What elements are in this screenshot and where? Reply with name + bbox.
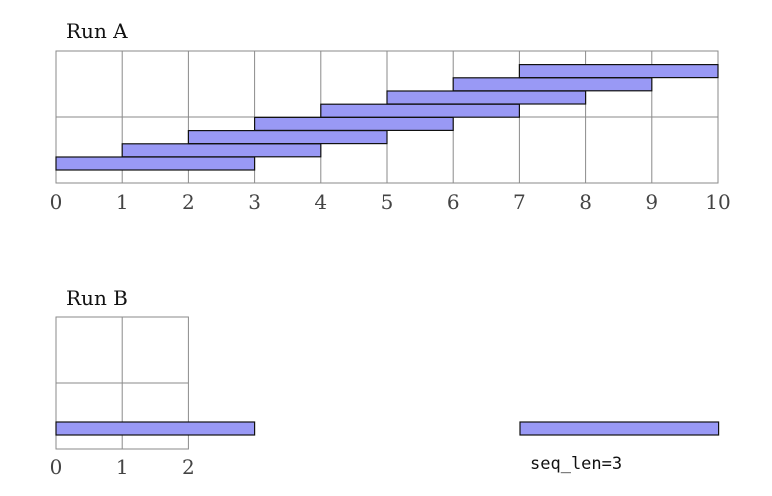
run-a-tick-label: 4 [314,190,327,214]
legend-bar [519,421,720,436]
run-a-segment-5 [386,90,587,105]
run-a-segment-6 [452,77,653,92]
run-a-tick-label: 5 [381,190,394,214]
legend: seq_len=3 [519,421,720,474]
run-a-tick-label: 0 [50,190,63,214]
run-b-tick-labels: 0 1 2 [50,455,195,479]
run-a-segment-7 [518,63,719,79]
run-b-tick-label: 0 [50,455,63,479]
run-a-tick-label: 6 [447,190,460,214]
run-a-title: Run A [66,19,128,43]
run-a-tick-label: 1 [116,190,129,214]
run-a-tick-label: 2 [182,190,195,214]
run-a-tick-labels: 0 1 2 3 4 5 6 7 8 9 10 [50,190,731,214]
run-a-segment-4 [320,103,520,118]
run-a-tick-label: 8 [579,190,592,214]
run-b-panel: Run B 0 1 2 [50,286,256,479]
run-a-panel: Run A 0 1 2 3 4 5 6 7 8 9 10 [50,19,731,214]
run-b-title: Run B [66,286,128,310]
legend-note: seq_len=3 [530,454,622,474]
run-a-tick-label: 10 [705,190,730,214]
run-b-tick-label: 2 [182,455,195,479]
run-a-tick-label: 3 [248,190,261,214]
run-a-bars [55,63,719,171]
run-b-bars [55,421,256,436]
run-a-tick-label: 7 [513,190,526,214]
run-a-tick-label: 9 [645,190,658,214]
run-a-segment-1 [121,143,322,158]
run-a-segment-2 [187,130,388,145]
run-b-tick-label: 1 [116,455,129,479]
run-a-segment-3 [254,116,454,132]
run-b-segment-0 [55,421,256,436]
run-a-segment-0 [55,156,256,171]
